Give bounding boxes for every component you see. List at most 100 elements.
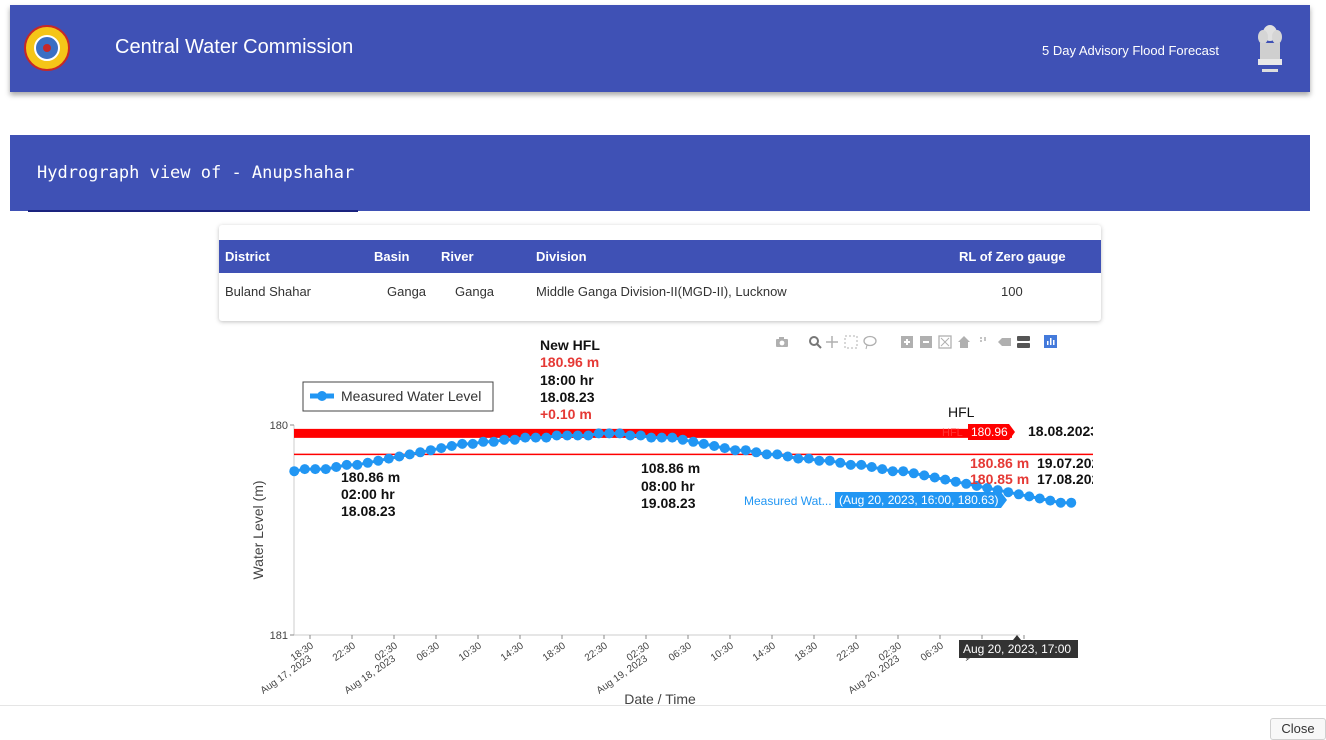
data-point[interactable] [299,464,310,475]
data-point[interactable] [961,478,972,489]
data-point[interactable] [1066,497,1077,508]
data-point[interactable] [614,428,625,439]
spike-lines-icon[interactable] [980,337,986,343]
hover-closest-icon[interactable] [998,338,1011,346]
data-point[interactable] [331,462,342,472]
data-point[interactable] [1024,491,1035,502]
zoom-out-icon[interactable] [920,336,932,348]
data-point[interactable] [646,432,657,443]
data-point[interactable] [898,466,909,477]
data-point[interactable] [457,438,468,449]
data-point[interactable] [740,445,751,456]
data-point[interactable] [499,434,510,445]
data-point[interactable] [971,480,982,491]
data-point[interactable] [730,445,741,456]
data-point[interactable] [782,451,793,462]
data-point[interactable] [446,441,457,451]
box-select-icon[interactable] [844,335,858,349]
hydrograph-svg[interactable]: 180 181 Water Level (m) Date / Time 18:3… [228,330,1112,707]
data-point[interactable] [887,466,898,477]
data-point[interactable] [1013,489,1024,500]
data-point[interactable] [341,459,352,470]
data-point[interactable] [667,432,678,443]
data-point[interactable] [982,483,993,493]
data-point[interactable] [394,451,405,462]
data-point[interactable] [688,436,699,447]
close-button[interactable]: Close [1270,718,1326,740]
data-point[interactable] [698,438,709,449]
data-point[interactable] [677,434,688,445]
plotly-logo-icon[interactable] [1044,335,1057,348]
data-point[interactable] [488,436,499,447]
data-point[interactable] [541,432,552,443]
data-point[interactable] [530,432,541,443]
data-point[interactable] [793,453,804,464]
data-point[interactable] [908,468,919,479]
data-point[interactable] [289,466,300,477]
reset-axes-icon[interactable] [958,336,970,348]
data-point[interactable] [373,455,384,466]
zoom-in-icon[interactable] [901,336,913,348]
data-point[interactable] [583,430,594,441]
data-point[interactable] [404,449,415,460]
cell-district: Buland Shahar [225,284,312,299]
data-point[interactable] [572,430,583,441]
data-point[interactable] [845,459,856,470]
data-point[interactable] [1045,495,1056,506]
data-point[interactable] [761,449,772,460]
data-point[interactable] [803,453,814,464]
hfl-label: HFL [948,404,975,420]
data-point[interactable] [436,443,447,454]
chart-legend[interactable]: Measured Water Level [302,381,494,412]
previous-hfl-list: 180.86 m 19.07.2023 180.85 m 17.08.2020 [970,455,1107,487]
pan-icon[interactable] [826,336,838,348]
data-point[interactable] [866,462,877,472]
autoscale-icon[interactable] [938,335,952,349]
header-division: Division [536,249,587,264]
data-point[interactable] [383,453,394,464]
lasso-select-icon[interactable] [863,335,877,350]
data-point[interactable] [415,447,426,458]
hfl-tag-value: 180.96 [971,425,1008,439]
data-point[interactable] [919,470,930,481]
data-point[interactable] [656,432,667,443]
title-underline [28,210,358,212]
data-point[interactable] [950,476,961,487]
hydrograph-chart[interactable]: 180 181 Water Level (m) Date / Time 18:3… [228,330,1112,707]
cell-basin: Ganga [387,284,427,299]
data-point[interactable] [1055,497,1066,508]
hover-compare-icon[interactable] [1017,336,1030,348]
data-point[interactable] [625,430,636,441]
data-point[interactable] [709,441,720,451]
data-point[interactable] [425,445,436,456]
data-point[interactable] [604,428,615,439]
data-point[interactable] [877,464,888,475]
data-point[interactable] [478,436,489,447]
camera-icon[interactable] [776,337,788,347]
data-point[interactable] [520,432,531,443]
data-point[interactable] [929,472,940,483]
data-point[interactable] [352,459,363,470]
data-point[interactable] [1003,487,1014,498]
data-point[interactable] [635,430,646,441]
data-point[interactable] [814,455,825,466]
data-point[interactable] [940,474,951,485]
data-point[interactable] [772,449,783,460]
zoom-icon[interactable] [809,336,822,349]
data-point[interactable] [835,457,846,468]
data-point[interactable] [467,438,478,449]
data-point[interactable] [719,443,730,454]
cell-rl-zero-gauge: 100 [1001,284,1023,299]
advisory-link[interactable]: 5 Day Advisory Flood Forecast [1042,43,1220,58]
data-point[interactable] [856,459,867,470]
data-point[interactable] [824,455,835,466]
data-point[interactable] [551,430,562,441]
data-point[interactable] [362,457,373,468]
data-point[interactable] [562,430,573,441]
data-point[interactable] [509,434,520,445]
data-point[interactable] [751,447,762,458]
data-point[interactable] [593,428,604,439]
data-point[interactable] [310,464,321,475]
data-point[interactable] [320,464,331,475]
data-point[interactable] [1034,493,1045,504]
